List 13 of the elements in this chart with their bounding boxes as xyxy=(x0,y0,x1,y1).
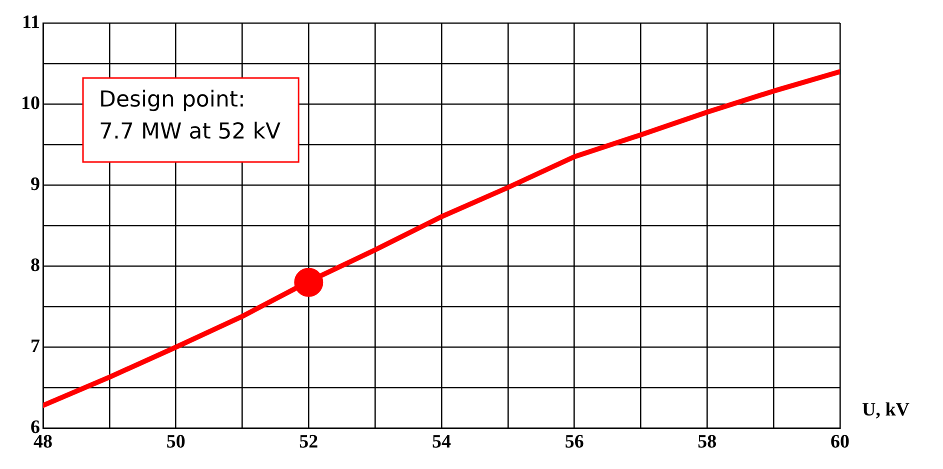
y-tick-label: 9 xyxy=(30,174,40,195)
y-tick-label: 7 xyxy=(30,336,40,358)
x-tick-label: 60 xyxy=(830,432,850,453)
y-tick-label: 11 xyxy=(22,12,40,33)
x-tick-label: 54 xyxy=(432,432,452,453)
y-tick-label: 10 xyxy=(21,92,40,114)
x-tick-label: 50 xyxy=(166,432,186,453)
x-axis-title: U, kV xyxy=(862,400,910,421)
x-tick-label: 52 xyxy=(299,432,318,453)
y-tick-label: 8 xyxy=(30,255,40,276)
x-tick-label: 56 xyxy=(564,432,584,453)
x-tick-label: 58 xyxy=(698,432,717,453)
annotation: Design point: 7.7 MW at 52 kV xyxy=(99,88,281,145)
